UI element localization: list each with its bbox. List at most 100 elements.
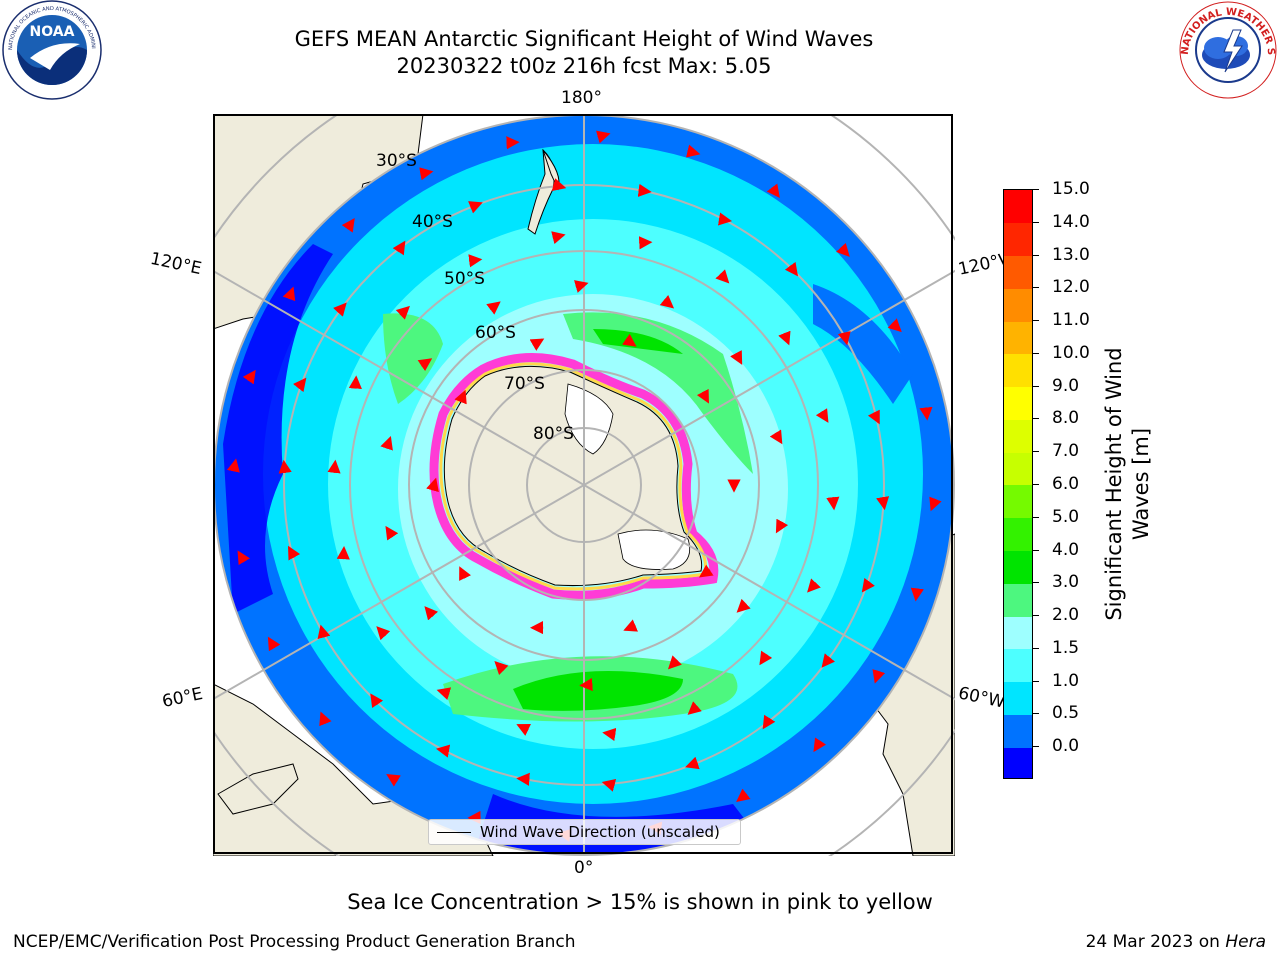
- colorbar-segment: [1004, 648, 1032, 683]
- colorbar-tick-mark: [1033, 221, 1039, 223]
- colorbar-tick-mark: [1033, 451, 1039, 453]
- wind-arrow: [876, 496, 890, 511]
- colorbar-tick-mark: [1033, 647, 1039, 649]
- wind-arrow: [778, 330, 791, 346]
- colorbar-tick-mark: [1033, 549, 1039, 551]
- sea-ice-edge: [429, 353, 719, 600]
- wind-arrow: [769, 429, 783, 445]
- colorbar-segment: [1004, 747, 1032, 778]
- lat-label-60s: 60°S: [475, 323, 516, 343]
- colorbar-tick-label: 14.0: [1052, 211, 1090, 232]
- colorbar-tick-mark: [1033, 287, 1039, 289]
- wind-arrow: [730, 350, 743, 365]
- colorbar-tick-mark: [1033, 189, 1039, 190]
- colorbar-tick-mark: [1033, 615, 1039, 617]
- wind-arrow: [736, 598, 751, 613]
- wind-arrow: [715, 269, 730, 284]
- wind-arrow: [766, 183, 780, 199]
- wind-arrow: [815, 408, 829, 423]
- lat-label-50s: 50°S: [444, 269, 485, 289]
- colorbar: [1003, 189, 1033, 779]
- lat-label-30s: 30°S: [376, 151, 417, 171]
- wind-arrow: [436, 687, 452, 700]
- colorbar-segment: [1004, 550, 1032, 584]
- wind-arrow: [336, 545, 350, 560]
- colorbar-tick-mark: [1033, 582, 1039, 584]
- wind-arrow: [775, 518, 789, 534]
- footer-date: 24 Mar 2023 on Hera: [1086, 932, 1266, 952]
- low-wave-patch-east: [813, 284, 913, 404]
- wind-arrow: [317, 624, 331, 640]
- colorbar-tick-mark: [1033, 713, 1039, 715]
- colorbar-tick-label: 8.0: [1052, 408, 1080, 429]
- sea-ice-note: Sea Ice Concentration > 15% is shown in …: [347, 890, 933, 914]
- colorbar-segment: [1004, 190, 1032, 224]
- noaa-logo-text: NOAA: [30, 24, 75, 40]
- noaa-logo: NOAA NATIONAL OCEANIC AND ATMOSPHERIC AD…: [0, 0, 102, 100]
- wind-arrow: [826, 496, 840, 511]
- colorbar-segment: [1004, 222, 1032, 257]
- wind-arrow: [392, 240, 406, 256]
- wind-arrow: [551, 231, 566, 245]
- wind-arrow: [386, 774, 401, 787]
- wind-arrow: [341, 218, 355, 233]
- colorbar-tick-label: 15.0: [1052, 179, 1090, 199]
- wind-arrow: [574, 280, 589, 293]
- colorbar-tick-mark: [1033, 385, 1039, 387]
- ross-ice-shelf: [564, 383, 614, 455]
- colorbar-tick-label: 2.0: [1052, 605, 1080, 626]
- wind-arrow: [762, 714, 776, 730]
- wind-arrow: [278, 459, 292, 474]
- colorbar-segment: [1004, 517, 1032, 552]
- wind-arrow: [417, 358, 433, 372]
- colorbar-tick-label: 0.0: [1052, 736, 1080, 757]
- lon-label-top: 180°: [561, 88, 602, 108]
- wind-arrow: [426, 477, 439, 493]
- wind-arrow: [667, 655, 682, 670]
- colorbar-segment: [1004, 255, 1032, 289]
- high-wave-band-north-core: [593, 329, 683, 354]
- wind-arrow: [516, 723, 532, 736]
- wind-arrow: [459, 566, 471, 582]
- colorbar-tick-label: 6.0: [1052, 474, 1080, 494]
- colorbar-tick-mark: [1033, 484, 1039, 485]
- colorbar-segment: [1004, 681, 1032, 715]
- longitude-grid: [213, 114, 955, 856]
- wind-arrow: [872, 669, 886, 684]
- nws-logo: NATIONAL WEATHER SERVICE: [1178, 0, 1277, 99]
- colorbar-tick-label: 10.0: [1052, 342, 1090, 363]
- colorbar-tick-mark: [1033, 418, 1039, 420]
- wind-arrow: [435, 744, 451, 758]
- legend-label: Wind Wave Direction (unscaled): [480, 823, 720, 841]
- lon-label-upper-left: 120°E: [148, 248, 204, 280]
- wind-arrow: [596, 130, 611, 144]
- wind-arrow: [919, 406, 933, 421]
- wind-arrow: [424, 606, 439, 621]
- wind-arrow: [836, 242, 850, 258]
- colorbar-tick-label: 13.0: [1052, 244, 1090, 265]
- low-wave-patch-west: [223, 244, 333, 614]
- colorbar-segment: [1004, 288, 1032, 322]
- wind-arrow: [579, 677, 593, 692]
- wind-arrow: [380, 436, 393, 451]
- wind-arrow: [784, 261, 799, 277]
- wind-arrow: [319, 711, 332, 727]
- wind-arrow: [687, 701, 702, 715]
- wind-arrow: [486, 301, 501, 315]
- colorbar-tick-label: 11.0: [1052, 310, 1090, 331]
- colorbar-segment: [1004, 353, 1032, 388]
- wind-arrow: [736, 788, 751, 802]
- colorbar-tick-label: 5.0: [1052, 506, 1080, 527]
- colorbar-segment: [1004, 386, 1032, 420]
- wind-arrow: [759, 650, 773, 666]
- wind-arrow: [551, 178, 567, 191]
- wind-arrow: [333, 302, 347, 317]
- wind-arrow: [376, 626, 391, 641]
- lat-label-70s: 70°S: [504, 374, 545, 394]
- colorbar-tick-mark: [1033, 746, 1039, 748]
- sea-ice-edge-inner: [439, 362, 708, 591]
- wind-arrow: [821, 653, 835, 668]
- colorbar-tick-label: 1.5: [1052, 637, 1080, 658]
- colorbar-tick-label: 0.5: [1052, 703, 1080, 724]
- colorbar-title: Significant Height of Wind Waves [m]: [1102, 347, 1153, 621]
